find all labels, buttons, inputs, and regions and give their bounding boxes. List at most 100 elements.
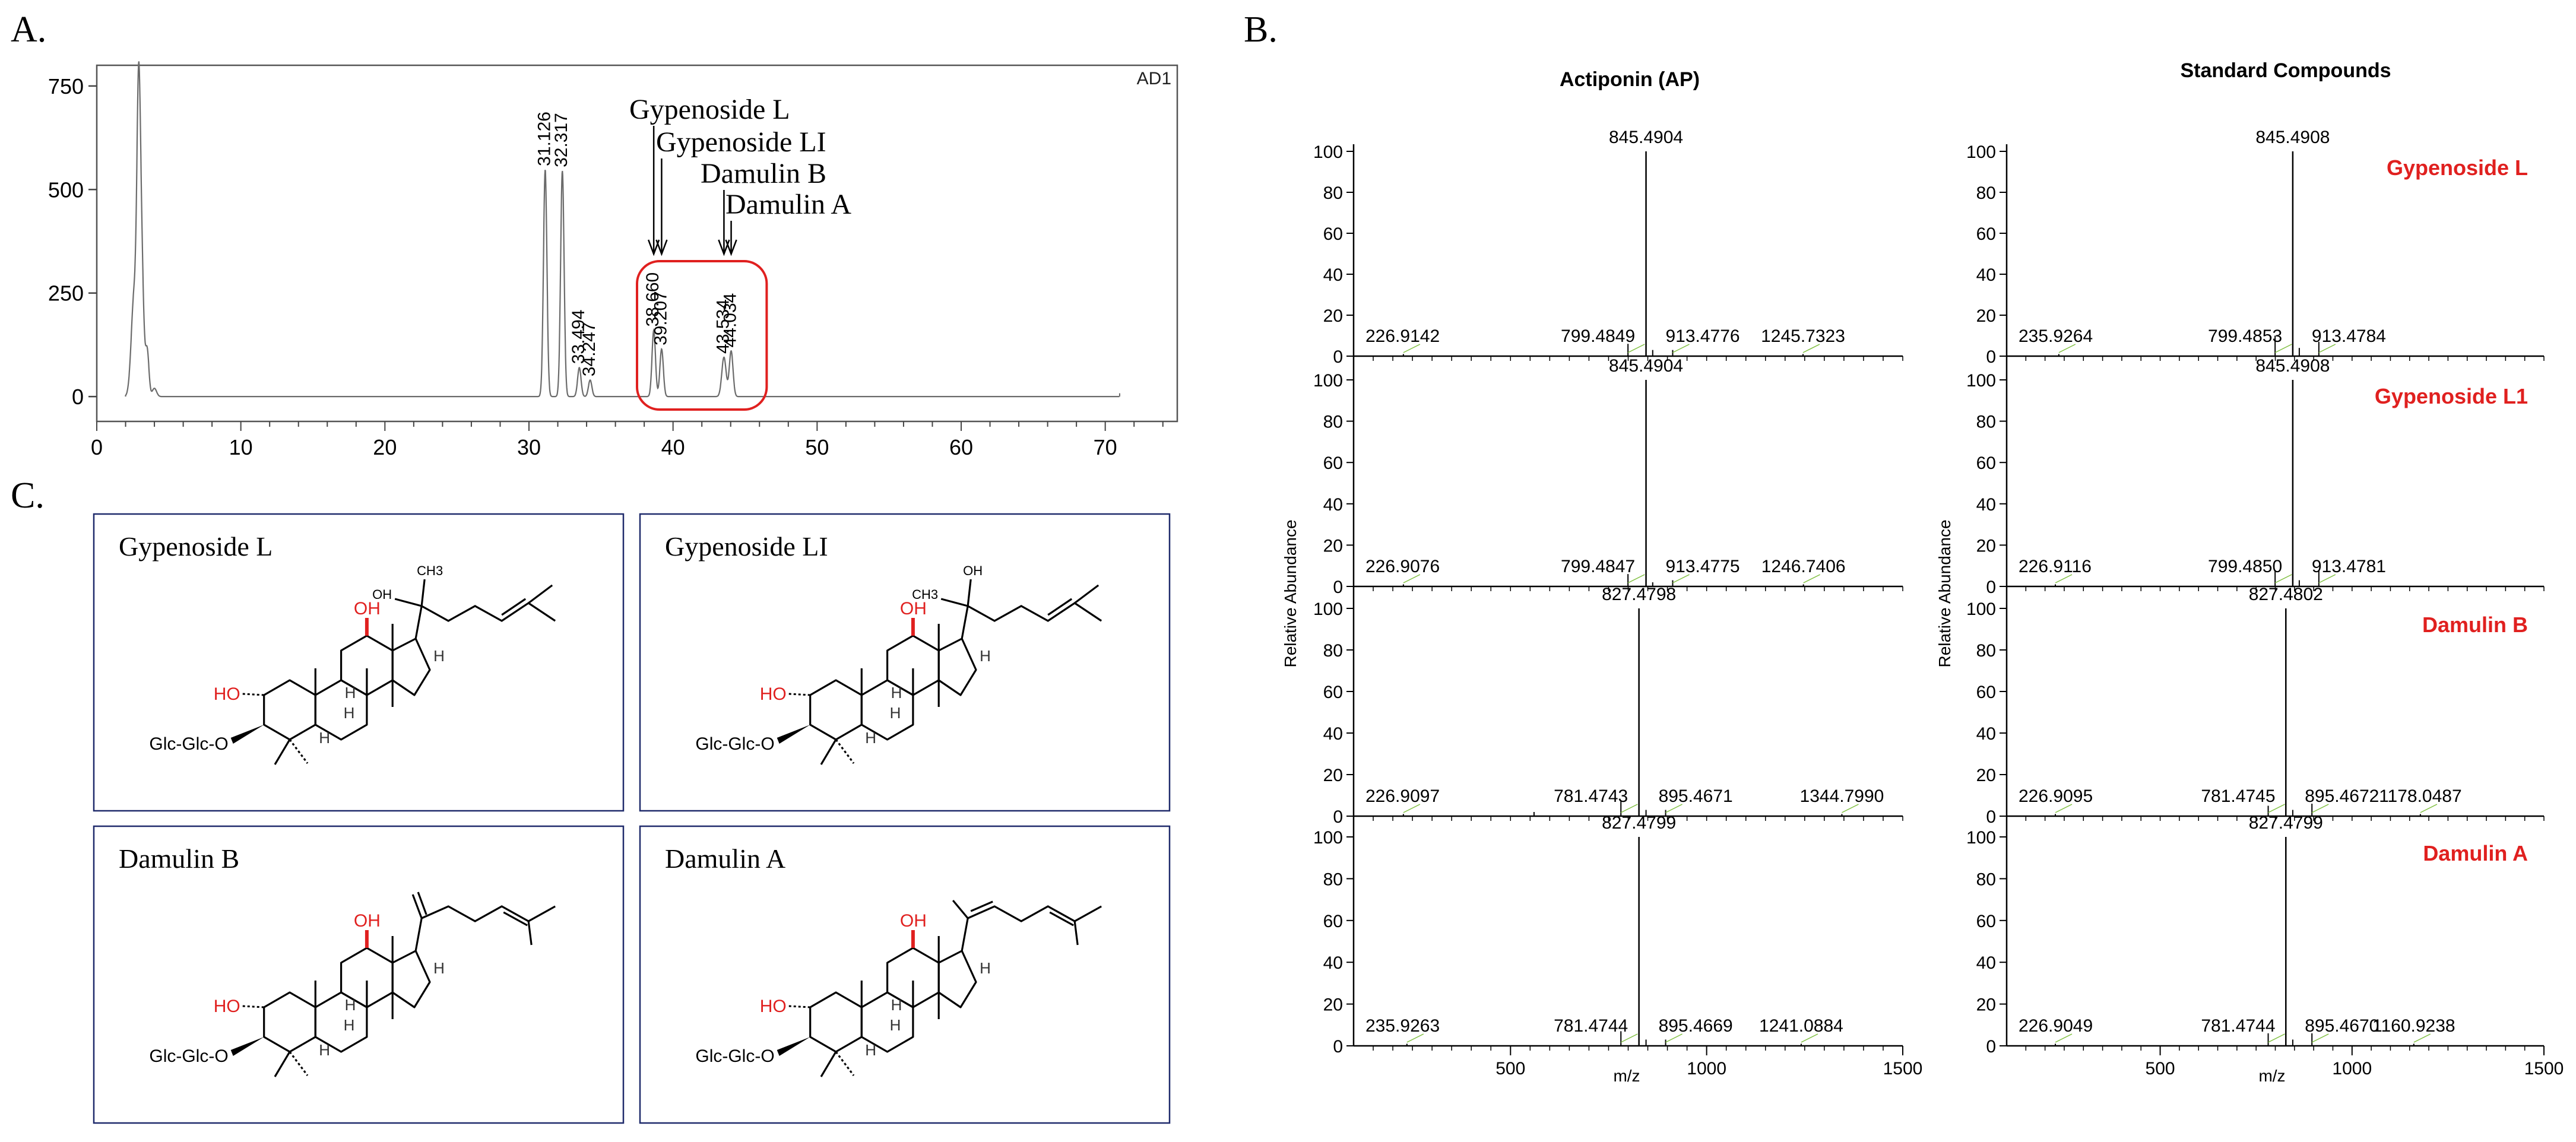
side-chain-bond [961, 918, 969, 951]
spectrum-y-tick-label: 40 [1323, 724, 1343, 744]
h-label: H [865, 1041, 876, 1059]
x-tick-label: 40 [661, 435, 685, 459]
spectrum-y-tick-label: 100 [1966, 142, 1996, 162]
spectrum-y-tick-label: 100 [1966, 599, 1996, 619]
peak-label-connector [1403, 574, 1421, 583]
glycoside-wedge [230, 725, 264, 744]
x-tick-label: 30 [517, 435, 541, 459]
c2-hydroxyl: HO [214, 997, 240, 1016]
c20-methyl-bond [394, 598, 422, 607]
glycoside-label: Glc-Glc-O [149, 734, 228, 754]
c12-hydroxyl: OH [354, 599, 381, 618]
y-tick-label: 500 [48, 177, 84, 202]
spectrum-y-tick-label: 0 [1333, 807, 1343, 827]
spectrum-y-tick-label: 60 [1323, 224, 1343, 244]
peak-mz-label: 895.4670 [2305, 1016, 2379, 1036]
peak-label-connector [1803, 574, 1821, 583]
spectrum-x-tick-label: 500 [1495, 1059, 1525, 1078]
peak-rt-label: 38.660 [643, 272, 663, 327]
spectrum-x-tick-label: 1500 [1883, 1059, 1923, 1078]
peak-mz-label: 895.4671 [1659, 786, 1733, 806]
side-chain-double-bond [503, 911, 528, 927]
spectrum-y-tick-label: 80 [1323, 183, 1343, 203]
peak-mz-label: 226.9116 [2019, 557, 2092, 576]
peak-mz-label: 781.4744 [1554, 1016, 1628, 1036]
compound-label: Gypenoside LI [656, 126, 826, 158]
peak-label-connector [2318, 344, 2336, 353]
c20-substituent-left: CH3 [912, 587, 938, 602]
peak-label-connector [1842, 804, 1859, 813]
peak-mz-label: 1344.7990 [1800, 786, 1884, 806]
side-chain-bond [414, 918, 423, 951]
h-label: H [433, 959, 445, 977]
spectrum-y-tick-label: 100 [1313, 828, 1343, 848]
peak-mz-label: 226.9142 [1365, 326, 1440, 346]
peak-label-connector [2274, 344, 2292, 353]
spectrum-x-tick-label: 500 [2146, 1059, 2175, 1078]
peak-rt-label: 44.034 [721, 293, 740, 348]
c20-methyl-bond [940, 598, 968, 607]
spectrum-y-tick-label: 0 [1986, 347, 1996, 367]
h-label: H [891, 996, 902, 1014]
chromatogram-trace [125, 61, 1120, 398]
c2-hydroxyl: HO [760, 997, 787, 1016]
spectrum-y-tick-label: 80 [1323, 641, 1343, 661]
mass-spectra-panel: Actiponin (AP) Standard Compounds Relati… [1281, 59, 2564, 1085]
peak-label-connector [2311, 804, 2329, 813]
plot-frame [96, 64, 1178, 423]
peak-mz-label: 827.4799 [1602, 813, 1676, 833]
peak-mz-label: 226.9049 [2019, 1016, 2093, 1036]
peak-label-connector [2058, 344, 2076, 353]
c2-hydroxyl: HO [760, 684, 787, 704]
compound-name: Damulin A [665, 843, 785, 874]
peak-label-connector [2268, 804, 2285, 813]
h-label: H [865, 729, 876, 747]
spectrum-y-tick-label: 20 [1323, 306, 1343, 326]
peak-label-connector [2413, 1033, 2431, 1043]
peak-mz-label: 226.9095 [2019, 786, 2093, 806]
peak-label-connector [2055, 1033, 2073, 1043]
peak-mz-label: 1241.0884 [1759, 1016, 1843, 1036]
peak-mz-label: 781.4743 [1554, 786, 1628, 806]
spectrum-y-tick-label: 20 [1323, 536, 1343, 556]
gem-methyl-hashed [835, 739, 855, 764]
peak-mz-label: 799.4847 [1561, 557, 1635, 576]
compound-label: Damulin B [701, 158, 826, 189]
peak-mz-label: 235.9263 [1365, 1016, 1440, 1036]
glycoside-label: Glc-Glc-O [149, 1046, 228, 1066]
spectrum-y-tick-label: 100 [1313, 371, 1343, 391]
spectrum-y-tick-label: 20 [1323, 995, 1343, 1015]
gem-methyl-hashed [835, 1051, 855, 1076]
compound-arrow-head [725, 239, 737, 256]
peak-label-connector [2268, 1033, 2285, 1043]
peak-mz-label: 1160.9238 [2372, 1016, 2455, 1036]
right-y-axis-label: Relative Abundance [1935, 519, 1954, 667]
c12-hydroxyl: OH [354, 911, 381, 931]
peak-mz-label: 895.4672 [2305, 786, 2379, 806]
side-chain-double-bond [1049, 911, 1074, 927]
ring-d [391, 950, 431, 1008]
peak-mz-label: 913.4776 [1665, 326, 1739, 346]
h-label: H [890, 704, 901, 722]
spectrum-y-tick-label: 40 [1976, 495, 1996, 515]
spectrum-y-tick-label: 0 [1986, 807, 1996, 827]
c20-oh-bond [420, 579, 426, 607]
peak-rt-label: 32.317 [552, 113, 571, 167]
peak-label-connector [1665, 1033, 1683, 1043]
peak-mz-label: 781.4744 [2201, 1016, 2275, 1036]
spectrum-y-tick-label: 40 [1323, 495, 1343, 515]
spectrum-y-tick-label: 40 [1976, 724, 1996, 744]
peak-label-connector [1672, 574, 1690, 583]
h-label: H [319, 1041, 330, 1059]
glycoside-label: Glc-Glc-O [695, 734, 774, 754]
y-tick-label: 0 [72, 385, 84, 409]
spectrum-y-tick-label: 80 [1976, 870, 1996, 889]
peak-mz-label: 799.4853 [2208, 326, 2282, 346]
structure-box [639, 825, 1171, 1124]
peak-mz-label: 845.4904 [1609, 128, 1683, 147]
spectrum-y-tick-label: 20 [1323, 766, 1343, 785]
spectrum-y-tick-label: 40 [1323, 265, 1343, 285]
panel-a-label: A. [11, 9, 46, 50]
side-chain-methyl [1074, 584, 1100, 604]
